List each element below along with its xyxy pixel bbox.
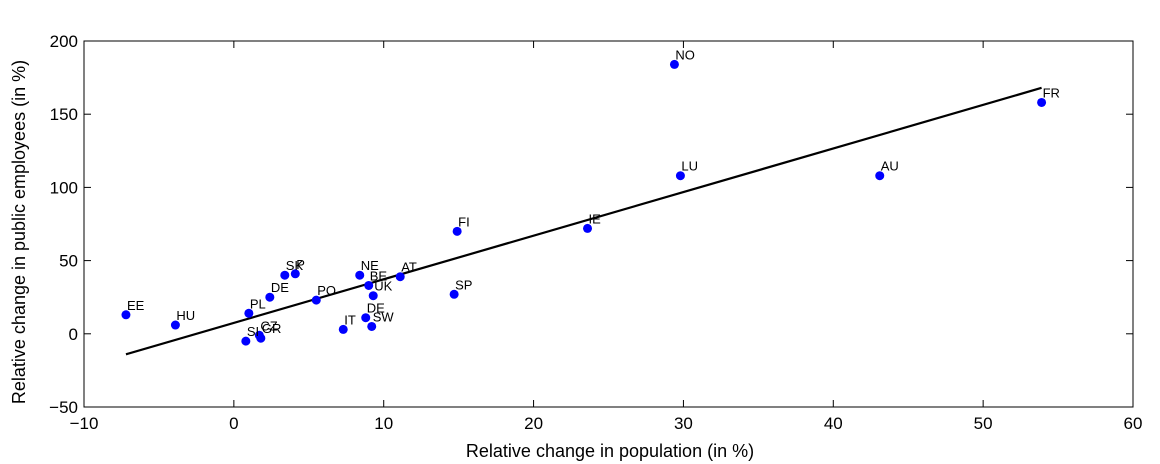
data-point: [449, 289, 459, 299]
data-point: [395, 272, 405, 282]
plot-area: [83, 40, 1134, 408]
x-tick-label: 10: [374, 414, 393, 433]
point-label: PL: [250, 296, 266, 311]
data-point: [452, 226, 462, 236]
data-point: [170, 320, 180, 330]
x-tick-label: 40: [824, 414, 843, 433]
data-point: [368, 291, 378, 301]
y-tick-label: 200: [50, 32, 78, 51]
data-point: [280, 270, 290, 280]
point-label: CZ: [260, 318, 277, 333]
x-tick-label: 30: [674, 414, 693, 433]
point-label: PO: [317, 283, 336, 298]
point-label: SW: [373, 309, 395, 324]
x-tick-label: 50: [974, 414, 993, 433]
y-tick-label: 0: [69, 325, 78, 344]
y-axis-title: Relative change in public employees (in …: [9, 60, 29, 404]
data-point: [265, 292, 275, 302]
point-label: NE: [361, 258, 379, 273]
data-point: [355, 270, 365, 280]
data-point: [675, 171, 685, 181]
data-point: [875, 171, 885, 181]
y-tick-label: 50: [59, 252, 78, 271]
point-label: DE: [271, 280, 289, 295]
data-point: [364, 280, 374, 290]
point-label: IT: [344, 312, 356, 327]
y-tick-label: −50: [49, 398, 78, 417]
data-point: [311, 295, 321, 305]
data-point: [290, 269, 300, 279]
point-label: P: [296, 257, 305, 272]
point-label: GR: [262, 321, 282, 336]
x-tick-label: 0: [229, 414, 238, 433]
point-label: SI: [247, 324, 259, 339]
data-point: [256, 333, 266, 343]
y-tick-label: 100: [50, 178, 78, 197]
point-label: HU: [176, 308, 195, 323]
data-point: [583, 223, 593, 233]
point-label: IE: [589, 211, 602, 226]
regression-line: [125, 86, 1042, 356]
point-label: EE: [127, 298, 145, 313]
point-label: BE: [370, 268, 388, 283]
points-layer: [121, 59, 1047, 346]
x-tick-label: 60: [1124, 414, 1143, 433]
point-label: FI: [458, 214, 470, 229]
data-point: [1037, 97, 1047, 107]
data-point: [669, 59, 679, 69]
data-point: [121, 310, 131, 320]
x-tick-label: 20: [524, 414, 543, 433]
point-label: LU: [681, 159, 698, 174]
data-point: [338, 324, 348, 334]
y-tick-label: 150: [50, 105, 78, 124]
data-point: [367, 321, 377, 331]
point-label: SP: [455, 277, 472, 292]
data-point: [361, 313, 371, 323]
x-tick-label: −10: [70, 414, 99, 433]
point-label: DE: [367, 301, 385, 316]
plot-box: [83, 40, 1134, 408]
point-label: UK: [374, 279, 392, 294]
point-label: SK: [286, 258, 304, 273]
point-label: AT: [401, 260, 417, 275]
point-label: FR: [1043, 85, 1060, 100]
data-point: [241, 336, 251, 346]
point-label: AU: [881, 159, 899, 174]
data-point: [244, 308, 254, 318]
ticks-layer: −10 0 10 20 30 40 50 60 −50 0 50 100 150 200: [49, 32, 1142, 433]
point-label: NO: [675, 47, 695, 62]
x-axis-title: Relative change in population (in %): [466, 441, 754, 461]
fit-line-layer: [125, 86, 1042, 356]
